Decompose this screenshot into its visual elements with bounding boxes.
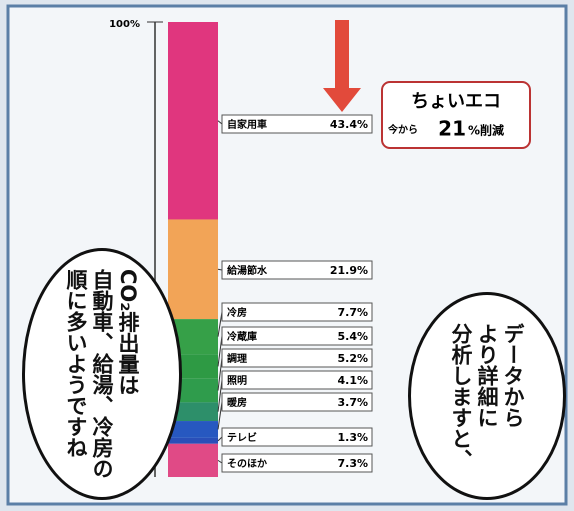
bubble-line: 分析しますと、 (448, 323, 474, 470)
callout-title: ちょいエコ (411, 91, 501, 112)
bubble-text: CO₂排出量は自動車、給湯、冷房の順に多いようですね (63, 269, 141, 479)
connector (218, 269, 222, 270)
category-label: 冷房 (227, 306, 247, 319)
callout-suffix: %削減 (468, 123, 504, 138)
category-label: 自家用車 (227, 118, 267, 131)
category-label: テレビ (227, 431, 257, 444)
value-label: 7.7% (337, 306, 368, 319)
bar-segment (168, 22, 218, 219)
category-label: 冷蔵庫 (227, 330, 257, 343)
value-label: 43.4% (330, 118, 368, 131)
value-label: 3.7% (337, 396, 368, 409)
screenshot: ちょいエコ 今から 21 %削減 100% 自家用車 43.4% 給湯節水 21.9% 冷… (0, 0, 574, 511)
bubble-line: データから (500, 323, 526, 470)
bubble-line: 自動車、給湯、冷房の (89, 269, 115, 479)
speech-bubble: データからより詳細に分析しますと、 (408, 292, 566, 500)
bubble-line: より詳細に (474, 323, 500, 470)
category-label: 給湯節水 (227, 264, 268, 277)
value-label: 21.9% (330, 264, 368, 277)
bar-segment (168, 438, 218, 444)
category-label: 暖房 (227, 396, 247, 409)
callout-prefix: 今から (387, 123, 418, 136)
callout-amount: 21 (438, 117, 466, 141)
bubble-line: 順に多いようですね (63, 269, 89, 479)
category-label: そのほか (227, 458, 267, 470)
bar-segment (168, 444, 218, 477)
speech-bubble: CO₂排出量は自動車、給湯、冷房の順に多いようですね (22, 248, 182, 500)
category-label: 照明 (227, 375, 247, 387)
value-label: 5.2% (337, 352, 368, 365)
bar-segment (168, 219, 218, 319)
value-label: 5.4% (337, 330, 368, 343)
bubble-line: CO₂排出量は (115, 269, 141, 479)
y-tick-label: 100% (109, 19, 140, 30)
value-label: 7.3% (337, 457, 368, 470)
value-label: 4.1% (337, 374, 368, 387)
bubble-text: データからより詳細に分析しますと、 (448, 323, 526, 470)
value-label: 1.3% (337, 431, 368, 444)
category-label: 調理 (227, 352, 247, 365)
